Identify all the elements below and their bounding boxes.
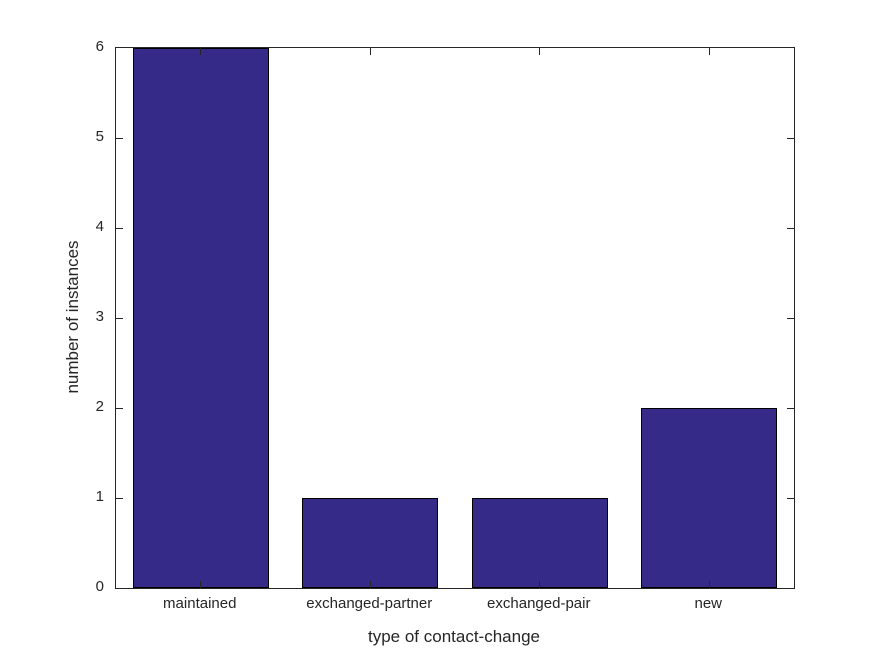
y-tick-left-4: [116, 227, 123, 229]
y-tick-label-0: 0: [95, 578, 104, 595]
x-tick-top-maintained: [200, 48, 202, 55]
x-tick-label-exchanged-partner: exchanged-partner: [306, 595, 433, 612]
y-tick-right-2: [787, 407, 794, 409]
x-tick-top-exchanged-pair: [539, 48, 541, 55]
y-tick-right-1: [787, 497, 794, 499]
y-tick-left-1: [116, 497, 123, 499]
y-tick-label-6: 6: [95, 38, 104, 55]
bar-exchanged-partner: [302, 498, 439, 588]
y-tick-left-2: [116, 407, 123, 409]
bar-new: [641, 408, 778, 588]
y-tick-left-3: [116, 317, 123, 319]
x-tick-bottom-exchanged-pair: [539, 581, 541, 588]
y-tick-right-4: [787, 227, 794, 229]
y-tick-label-2: 2: [95, 398, 104, 415]
y-tick-label-4: 4: [95, 218, 104, 235]
x-tick-bottom-new: [708, 581, 710, 588]
x-tick-label-maintained: maintained: [163, 595, 237, 612]
plot-area: [115, 47, 795, 589]
x-tick-label-new: new: [694, 595, 723, 612]
x-tick-label-exchanged-pair: exchanged-pair: [487, 595, 591, 612]
bar-maintained: [132, 48, 269, 588]
x-tick-bottom-exchanged-partner: [369, 581, 371, 588]
bar-exchanged-pair: [471, 498, 608, 588]
y-tick-right-5: [787, 137, 794, 139]
y-tick-label-5: 5: [95, 128, 104, 145]
y-tick-right-3: [787, 317, 794, 319]
x-tick-bottom-maintained: [200, 581, 202, 588]
y-tick-label-1: 1: [95, 488, 104, 505]
y-axis-label: number of instances: [63, 240, 82, 394]
y-tick-label-3: 3: [95, 308, 104, 325]
x-axis-label: type of contact-change: [367, 627, 541, 646]
x-tick-top-new: [708, 48, 710, 55]
x-tick-top-exchanged-partner: [369, 48, 371, 55]
y-tick-left-5: [116, 137, 123, 139]
